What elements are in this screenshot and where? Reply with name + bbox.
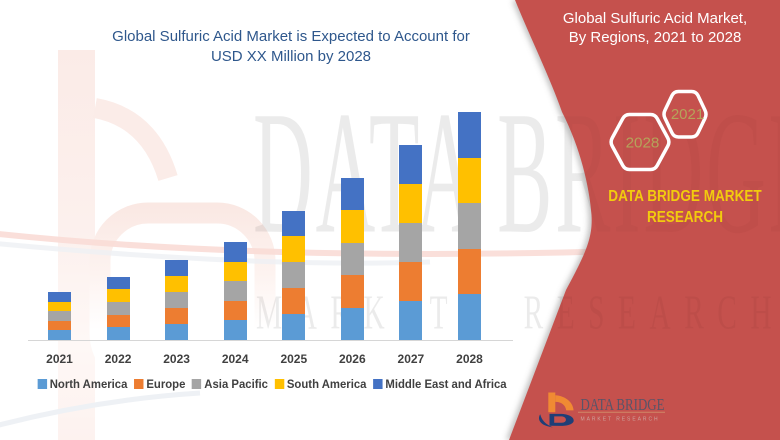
svg-text:2021: 2021 xyxy=(671,106,704,123)
svg-text:2028: 2028 xyxy=(626,135,660,152)
svg-text:DATA BRIDGE: DATA BRIDGE xyxy=(581,395,665,414)
svg-text:MARKET RESEARCH: MARKET RESEARCH xyxy=(581,416,660,422)
